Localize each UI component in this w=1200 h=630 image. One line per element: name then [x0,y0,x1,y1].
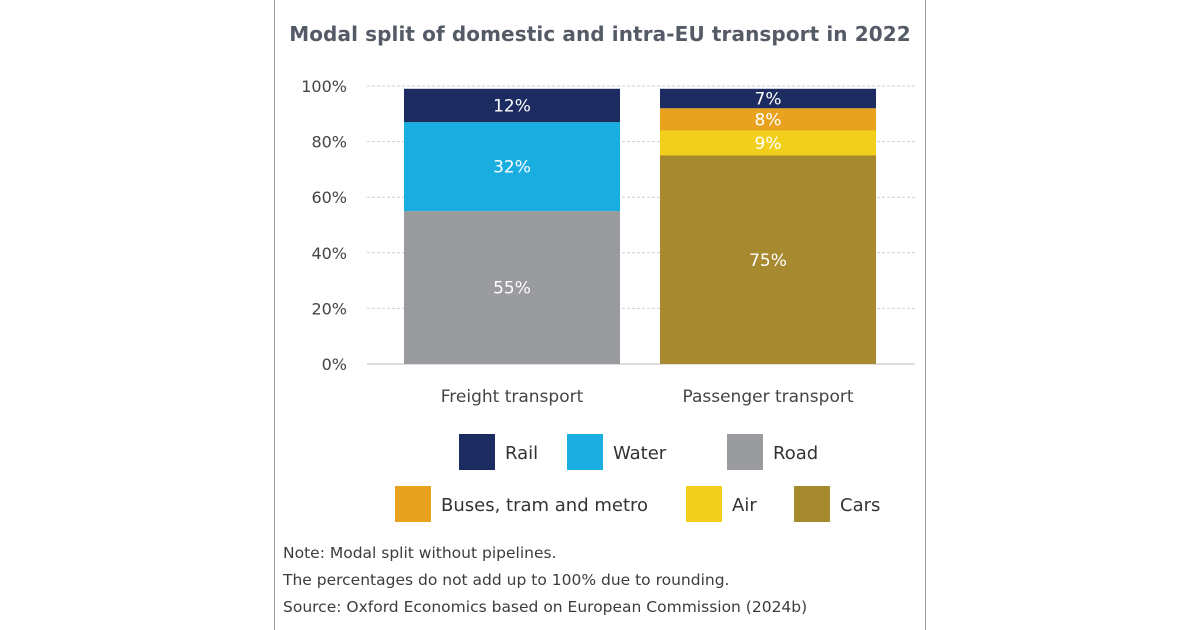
legend-swatch [727,434,763,470]
bar-segment-buses-tram-and-metro [660,108,876,131]
bar-segment-rail [404,88,620,123]
x-category-label: Freight transport [441,387,584,407]
bars: 55% 32% 12% 75% 9% 8%7% [404,88,876,364]
y-axis-ticks: 0% 20% 40% 60% 80% 100% [301,77,347,374]
x-axis-categories: Freight transport Passenger transport [441,387,854,407]
legend-label: Air [732,495,757,516]
data-label: 55% [493,279,531,299]
bar-segment-water [404,122,620,212]
legend-label: Buses, tram and metro [441,495,648,516]
legend-swatch [395,486,431,522]
data-label: 32% [493,158,531,178]
y-tick-label: 40% [311,244,347,263]
legend-label: Road [773,443,818,464]
bar-segment-rail [660,88,876,109]
data-label: 12% [493,96,531,116]
bar-segment-air [660,130,876,156]
data-label: 7% [755,90,782,110]
bar-segment-road [404,211,620,364]
note-line: The percentages do not add up to 100% du… [283,571,730,589]
legend-label: Cars [840,495,880,516]
legend-swatch [459,434,495,470]
chart-title: Modal split of domestic and intra-EU tra… [289,22,911,46]
x-category-label: Passenger transport [682,387,853,407]
chart-panel: Modal split of domestic and intra-EU tra… [274,0,926,630]
chart-notes: Note: Modal split without pipelines. The… [283,540,807,621]
data-label: 8% [755,110,782,130]
data-label: 75% [749,251,787,271]
legend-swatch [686,486,722,522]
y-tick-label: 20% [311,299,347,318]
note-line: Note: Modal split without pipelines. [283,544,557,562]
legend: Rail Water Road Buses, tram and metro Air Car… [395,434,880,522]
source-line: Source: Oxford Economics based on Europe… [283,598,808,616]
y-tick-label: 80% [311,133,347,152]
y-tick-label: 100% [301,77,347,96]
legend-label: Water [613,443,667,464]
y-tick-label: 60% [311,188,347,207]
legend-label: Rail [505,443,538,464]
stacked-bar-chart: 0% 20% 40% 60% 80% 100% 55% 32% 12% 75% 9% 8%7% Fr… [301,77,915,522]
data-label: 9% [755,134,782,154]
y-tick-label: 0% [322,355,347,374]
bar-segment-cars [660,155,876,364]
legend-swatch [567,434,603,470]
legend-swatch [794,486,830,522]
